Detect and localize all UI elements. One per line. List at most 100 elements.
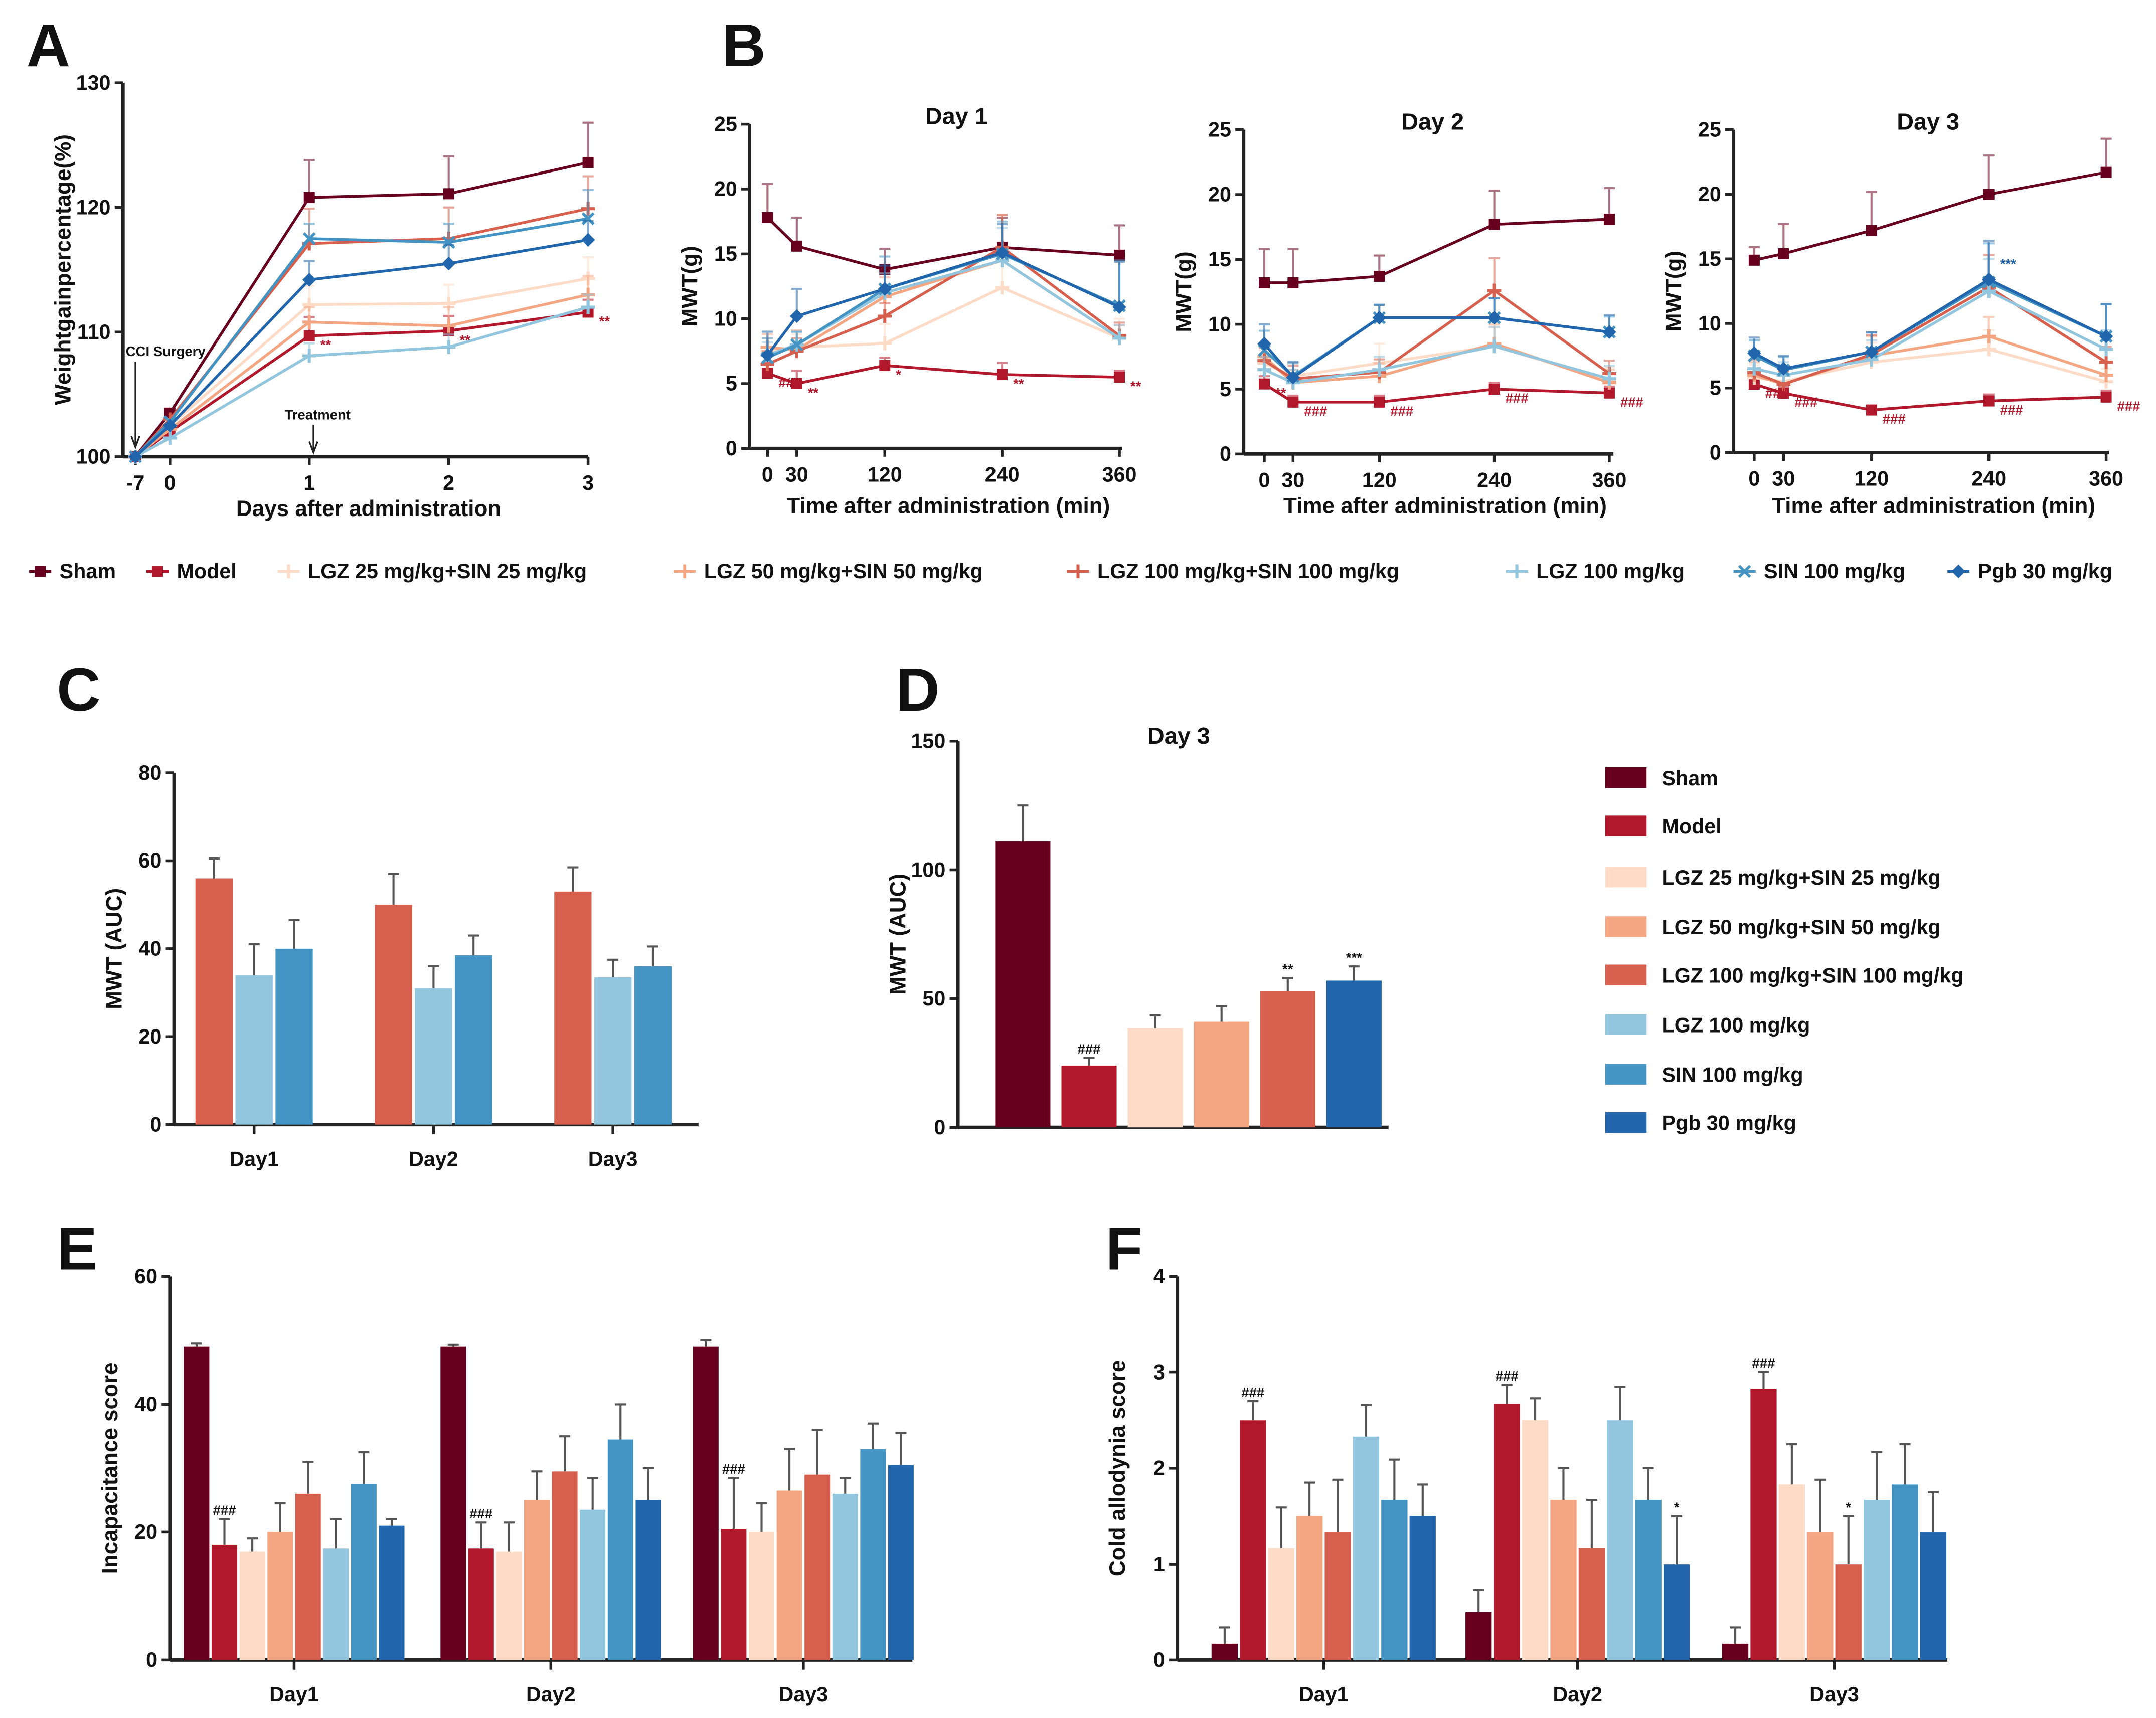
bar	[1268, 1548, 1294, 1660]
error-bar	[358, 1451, 370, 1484]
legend-swatch	[1605, 815, 1647, 836]
legend-item	[277, 564, 300, 579]
error-bar	[1814, 1478, 1826, 1533]
data-point	[163, 431, 177, 445]
significance-mark: ***	[2000, 256, 2016, 271]
legend-label: SIN 100 mg/kg	[1764, 560, 1905, 583]
data-point	[762, 212, 773, 223]
data-point	[303, 330, 315, 341]
error-bar	[1983, 154, 1995, 195]
data-point	[1603, 214, 1615, 225]
x-tick-label: 360	[1102, 463, 1137, 486]
data-point	[791, 378, 802, 390]
error-bar	[428, 965, 439, 988]
error-bar	[587, 1476, 598, 1510]
error-bar	[1530, 1397, 1541, 1421]
data-point	[2099, 355, 2113, 370]
data-point	[442, 236, 455, 249]
series-0	[1258, 187, 1615, 288]
x-tick-label: Day2	[1553, 1683, 1602, 1706]
data-point	[762, 368, 773, 379]
bar	[1607, 1420, 1633, 1660]
bar	[594, 977, 632, 1125]
data-point	[1487, 339, 1502, 354]
legend-label: LGZ 25 mg/kg+SIN 25 mg/kg	[1662, 866, 1941, 889]
x-tick-label: 240	[1971, 467, 2006, 490]
data-point	[1865, 345, 1879, 359]
error-bar	[1360, 1404, 1372, 1437]
y-axis-label: Cold allodynia score	[1105, 1360, 1130, 1577]
y-tick-label: 110	[77, 320, 111, 343]
data-point	[1258, 378, 1270, 390]
bar	[749, 1532, 774, 1660]
y-axis-label: MWT (AUC)	[102, 888, 126, 1009]
significance-mark: ***	[1346, 950, 1362, 965]
legend-label: SIN 100 mg/kg	[1662, 1063, 1803, 1086]
bar	[804, 1474, 831, 1660]
chart-panel-b-3	[1725, 128, 2113, 461]
treatment-arrow-icon	[308, 425, 318, 455]
error-bar	[468, 934, 479, 956]
error-bar	[840, 1476, 851, 1494]
chart-panel-b-1	[741, 122, 1126, 457]
significance-mark: *	[896, 367, 901, 382]
y-tick-label: 0	[146, 1648, 157, 1671]
legend-swatch	[1605, 1064, 1647, 1085]
data-point	[302, 315, 316, 329]
data-point	[790, 309, 804, 323]
panel-label-a: A	[27, 11, 70, 79]
bar	[1494, 1404, 1520, 1660]
error-bar	[1216, 1005, 1227, 1022]
data-point	[1602, 325, 1616, 339]
error-bar	[191, 1342, 202, 1347]
y-tick-label: 0	[1710, 441, 1721, 464]
data-point	[878, 282, 892, 296]
data-point	[443, 188, 454, 200]
error-bar	[762, 183, 773, 218]
series-0	[1748, 137, 2112, 266]
error-bar	[1287, 248, 1299, 283]
significance-mark: ###	[1883, 411, 1906, 427]
y-tick-label: 2	[1153, 1457, 1165, 1480]
x-tick-label: 2	[443, 471, 454, 494]
data-point	[581, 300, 595, 314]
x-tick-label: 30	[785, 463, 808, 486]
bar	[1863, 1500, 1890, 1660]
data-point	[582, 157, 594, 168]
data-point	[1778, 388, 1789, 399]
data-point	[1374, 270, 1385, 282]
data-point	[1487, 283, 1502, 298]
error-bar	[615, 1403, 626, 1440]
x-tick-label: 120	[1854, 467, 1889, 490]
legend-item	[1605, 1014, 1647, 1035]
significance-mark: **	[808, 385, 819, 401]
data-point	[1981, 342, 1996, 357]
y-tick-label: 10	[1698, 312, 1721, 335]
series-0	[130, 121, 594, 462]
bar	[1522, 1420, 1549, 1660]
bar	[351, 1484, 377, 1660]
y-tick-label: 40	[138, 937, 161, 960]
error-bar	[1866, 191, 1877, 231]
bar	[323, 1548, 349, 1660]
error-bar	[503, 1521, 515, 1552]
error-bar	[443, 155, 454, 194]
x-axis-label: Days after administration	[236, 496, 501, 521]
data-point	[1114, 249, 1125, 261]
data-point	[1287, 277, 1299, 288]
series-7	[128, 220, 595, 464]
error-bar	[1304, 1481, 1315, 1516]
bar	[552, 1471, 578, 1660]
error-bar	[248, 943, 260, 975]
legend-item	[1067, 564, 1089, 579]
y-tick-label: 100	[911, 858, 945, 881]
panel-label-e: E	[57, 1215, 97, 1283]
bar	[1240, 1420, 1266, 1660]
bar	[1326, 980, 1382, 1128]
cci-surgery-note: CCI Surgery	[126, 343, 206, 359]
y-axis-label: MWT(g)	[678, 246, 702, 326]
data-point	[1981, 329, 1996, 343]
cci-surgery-arrow-icon	[130, 361, 140, 450]
y-tick-label: 120	[76, 196, 111, 219]
bar	[1635, 1500, 1662, 1660]
